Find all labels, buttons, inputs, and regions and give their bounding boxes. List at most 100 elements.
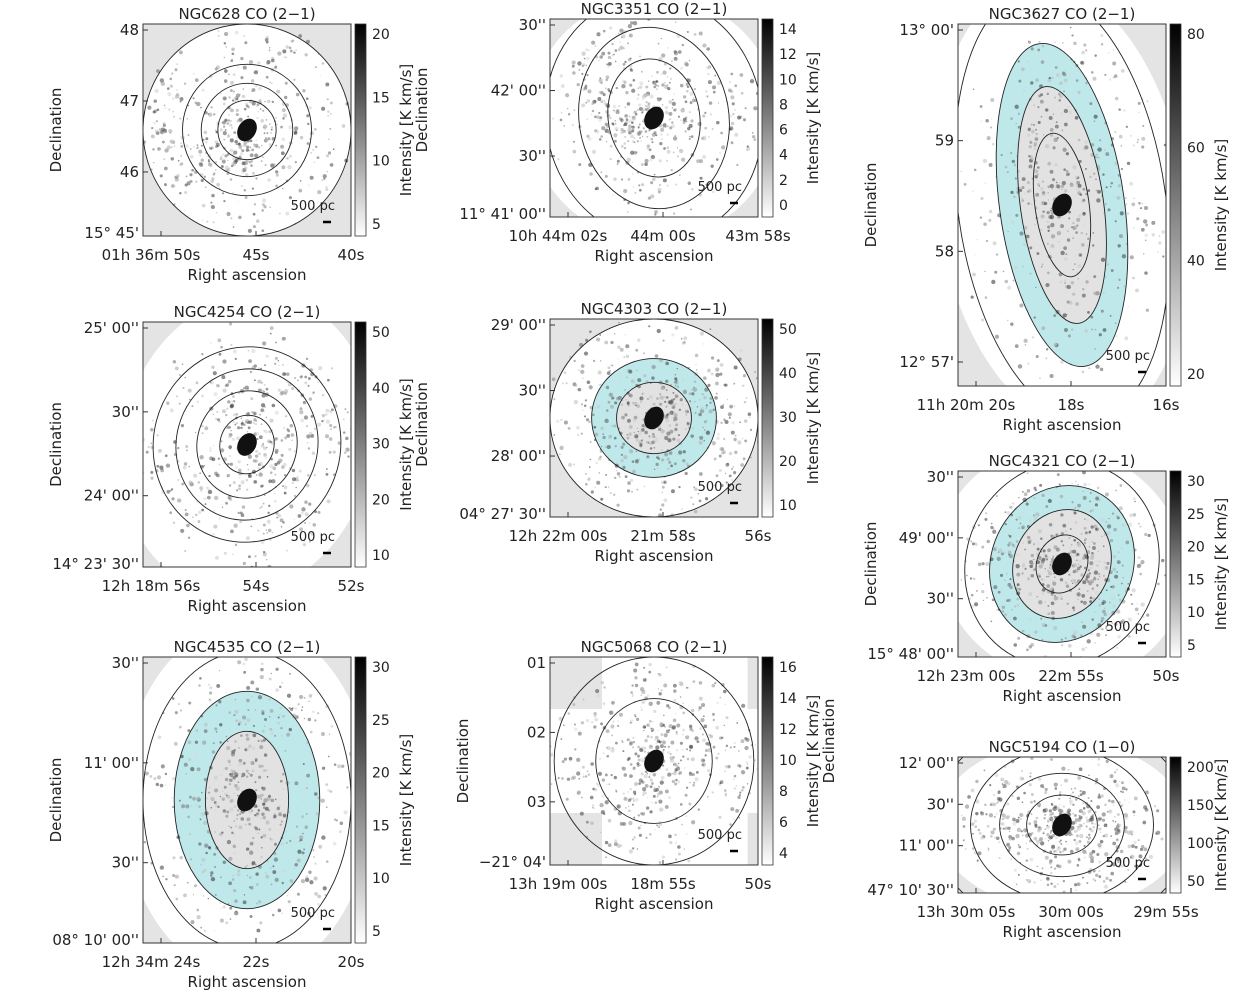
emission-blob: [606, 444, 611, 450]
emission-blob: [597, 97, 602, 101]
emission-blob: [641, 746, 645, 750]
emission-blob: [1038, 94, 1042, 98]
emission-blob: [603, 686, 606, 689]
emission-blob: [1061, 644, 1064, 647]
emission-blob: [1028, 617, 1032, 621]
emission-blob: [690, 187, 694, 191]
emission-blob: [656, 70, 659, 74]
emission-blob: [990, 620, 993, 623]
emission-blob: [1052, 581, 1057, 586]
emission-blob: [274, 362, 277, 365]
emission-blob: [992, 527, 995, 530]
emission-blob: [624, 135, 627, 138]
emission-blob: [709, 397, 713, 400]
emission-blob: [236, 813, 239, 817]
emission-blob: [277, 513, 282, 518]
emission-blob: [636, 140, 639, 143]
y-tick-label: 13° 00': [899, 21, 954, 39]
emission-blob: [171, 805, 175, 809]
emission-blob: [1046, 883, 1050, 887]
emission-blob: [689, 401, 692, 404]
emission-blob: [1084, 145, 1089, 150]
emission-blob: [631, 693, 634, 696]
emission-blob: [294, 126, 299, 131]
emission-blob: [995, 551, 998, 555]
emission-blob: [616, 373, 618, 375]
emission-blob: [678, 148, 684, 154]
emission-blob: [1009, 168, 1012, 171]
colorbar-tick-label: 40: [372, 381, 390, 397]
emission-blob: [234, 698, 237, 701]
scalebar-label: 500 pc: [1106, 620, 1150, 635]
emission-blob: [626, 433, 629, 436]
emission-blob: [662, 70, 667, 75]
emission-blob: [625, 91, 629, 95]
emission-blob: [656, 700, 661, 705]
y-tick-label: 03: [527, 793, 546, 811]
emission-blob: [744, 439, 748, 443]
emission-blob: [1009, 578, 1012, 581]
emission-blob: [333, 426, 336, 429]
emission-blob: [215, 730, 218, 733]
emission-blob: [204, 140, 208, 144]
emission-blob: [742, 118, 747, 122]
emission-blob: [1060, 112, 1064, 115]
emission-blob: [1036, 596, 1038, 598]
emission-blob: [1087, 237, 1090, 240]
emission-blob: [620, 121, 623, 123]
x-tick-label: 45s: [243, 246, 270, 264]
emission-blob: [675, 712, 677, 715]
emission-blob: [215, 418, 217, 420]
emission-blob: [971, 847, 975, 850]
emission-blob: [1015, 213, 1019, 217]
emission-blob: [200, 144, 204, 147]
emission-blob: [213, 775, 218, 780]
emission-blob: [150, 470, 154, 474]
emission-blob: [204, 722, 208, 727]
emission-blob: [1100, 794, 1104, 798]
emission-blob: [702, 738, 706, 743]
emission-blob: [617, 345, 621, 349]
emission-blob: [241, 505, 246, 509]
emission-blob: [578, 163, 582, 167]
emission-blob: [207, 791, 211, 794]
y-tick-label: 12° 57': [899, 353, 954, 371]
emission-blob: [248, 886, 251, 889]
emission-blob: [656, 795, 659, 798]
emission-blob: [307, 717, 312, 722]
emission-blob: [616, 159, 620, 163]
emission-blob: [598, 91, 601, 94]
emission-blob: [317, 902, 320, 906]
emission-blob: [699, 727, 702, 730]
emission-blob: [328, 437, 333, 441]
emission-blob: [1127, 582, 1130, 585]
emission-blob: [992, 802, 997, 807]
emission-blob: [1026, 577, 1031, 581]
emission-blob: [265, 118, 268, 121]
colorbar-tick-label: 14: [779, 691, 797, 707]
emission-blob: [660, 689, 663, 692]
emission-blob: [629, 741, 633, 746]
emission-blob: [192, 894, 195, 896]
emission-blob: [198, 842, 202, 846]
emission-blob: [599, 383, 602, 386]
emission-blob: [613, 133, 618, 138]
emission-blob: [961, 816, 967, 822]
emission-blob: [598, 78, 603, 83]
emission-blob: [306, 483, 310, 488]
emission-blob: [232, 226, 235, 228]
emission-blob: [166, 145, 171, 150]
emission-blob: [302, 799, 304, 802]
emission-blob: [694, 411, 697, 414]
emission-blob: [1087, 569, 1090, 572]
emission-blob: [184, 183, 188, 187]
emission-blob: [646, 105, 651, 109]
emission-blob: [669, 81, 671, 84]
emission-blob: [210, 806, 213, 809]
emission-blob: [701, 733, 704, 736]
emission-blob: [222, 790, 224, 793]
emission-blob: [316, 381, 319, 384]
emission-blob: [227, 379, 232, 384]
emission-blob: [595, 461, 598, 465]
emission-blob: [698, 706, 702, 710]
